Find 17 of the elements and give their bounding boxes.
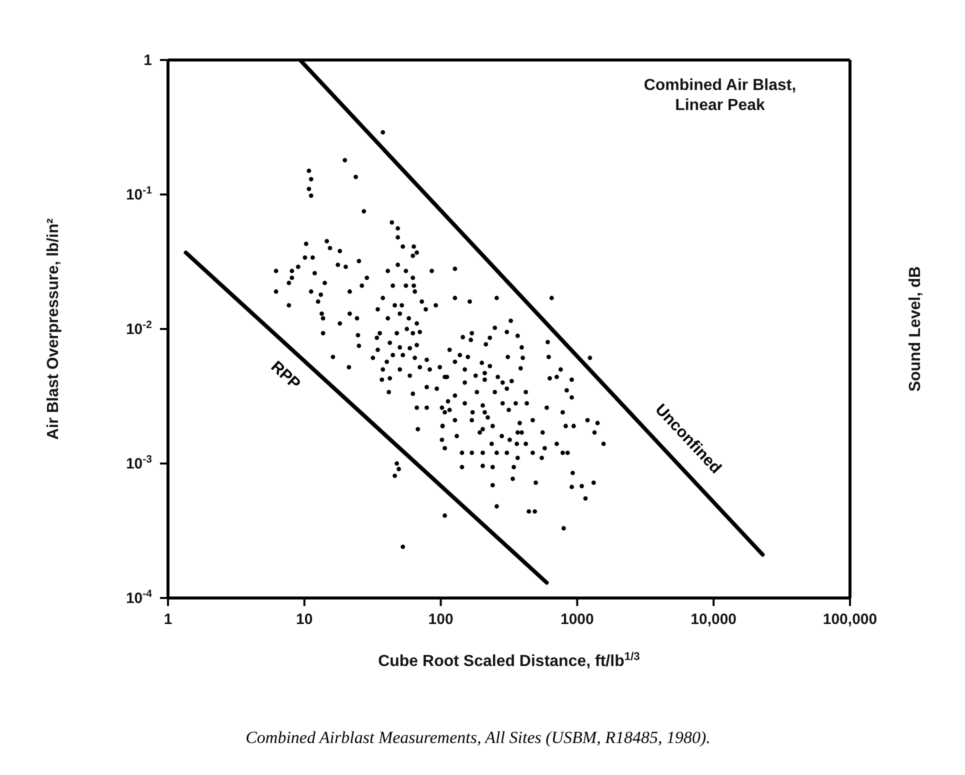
- y-tick-label: 10$^{-4}$: [126, 588, 152, 607]
- x-axis-title: Cube Root Scaled Distance, ft/lb$^{1/3}$: [378, 651, 640, 670]
- x-tick-label: 10: [296, 611, 313, 628]
- y-tick-label: 1: [144, 52, 152, 69]
- y-tick-label: 10$^{-1}$: [126, 184, 152, 204]
- x-tick-label: 10,000: [690, 611, 737, 628]
- text: Combined Airblast Measurements, All Sites (USBM, R18485, 1980).: [244, 728, 712, 748]
- y-tick-label: 10$^{-2}$: [126, 319, 152, 338]
- annotation: Combined Air Blast, Linear Peak: [644, 77, 796, 114]
- x-tick-label: 1000: [560, 611, 594, 628]
- y-axis-title: Air Blast Overpressure, lb/in²: [45, 218, 62, 440]
- y-tick-label: 10$^{-3}$: [126, 454, 152, 472]
- x-tick-label: 100: [428, 611, 454, 628]
- x-tick-label: 1: [164, 611, 172, 628]
- text: RPP: [267, 358, 304, 394]
- x-tick-label: 100,000: [822, 611, 878, 628]
- y2-axis-title: Sound Level, dB: [907, 266, 924, 392]
